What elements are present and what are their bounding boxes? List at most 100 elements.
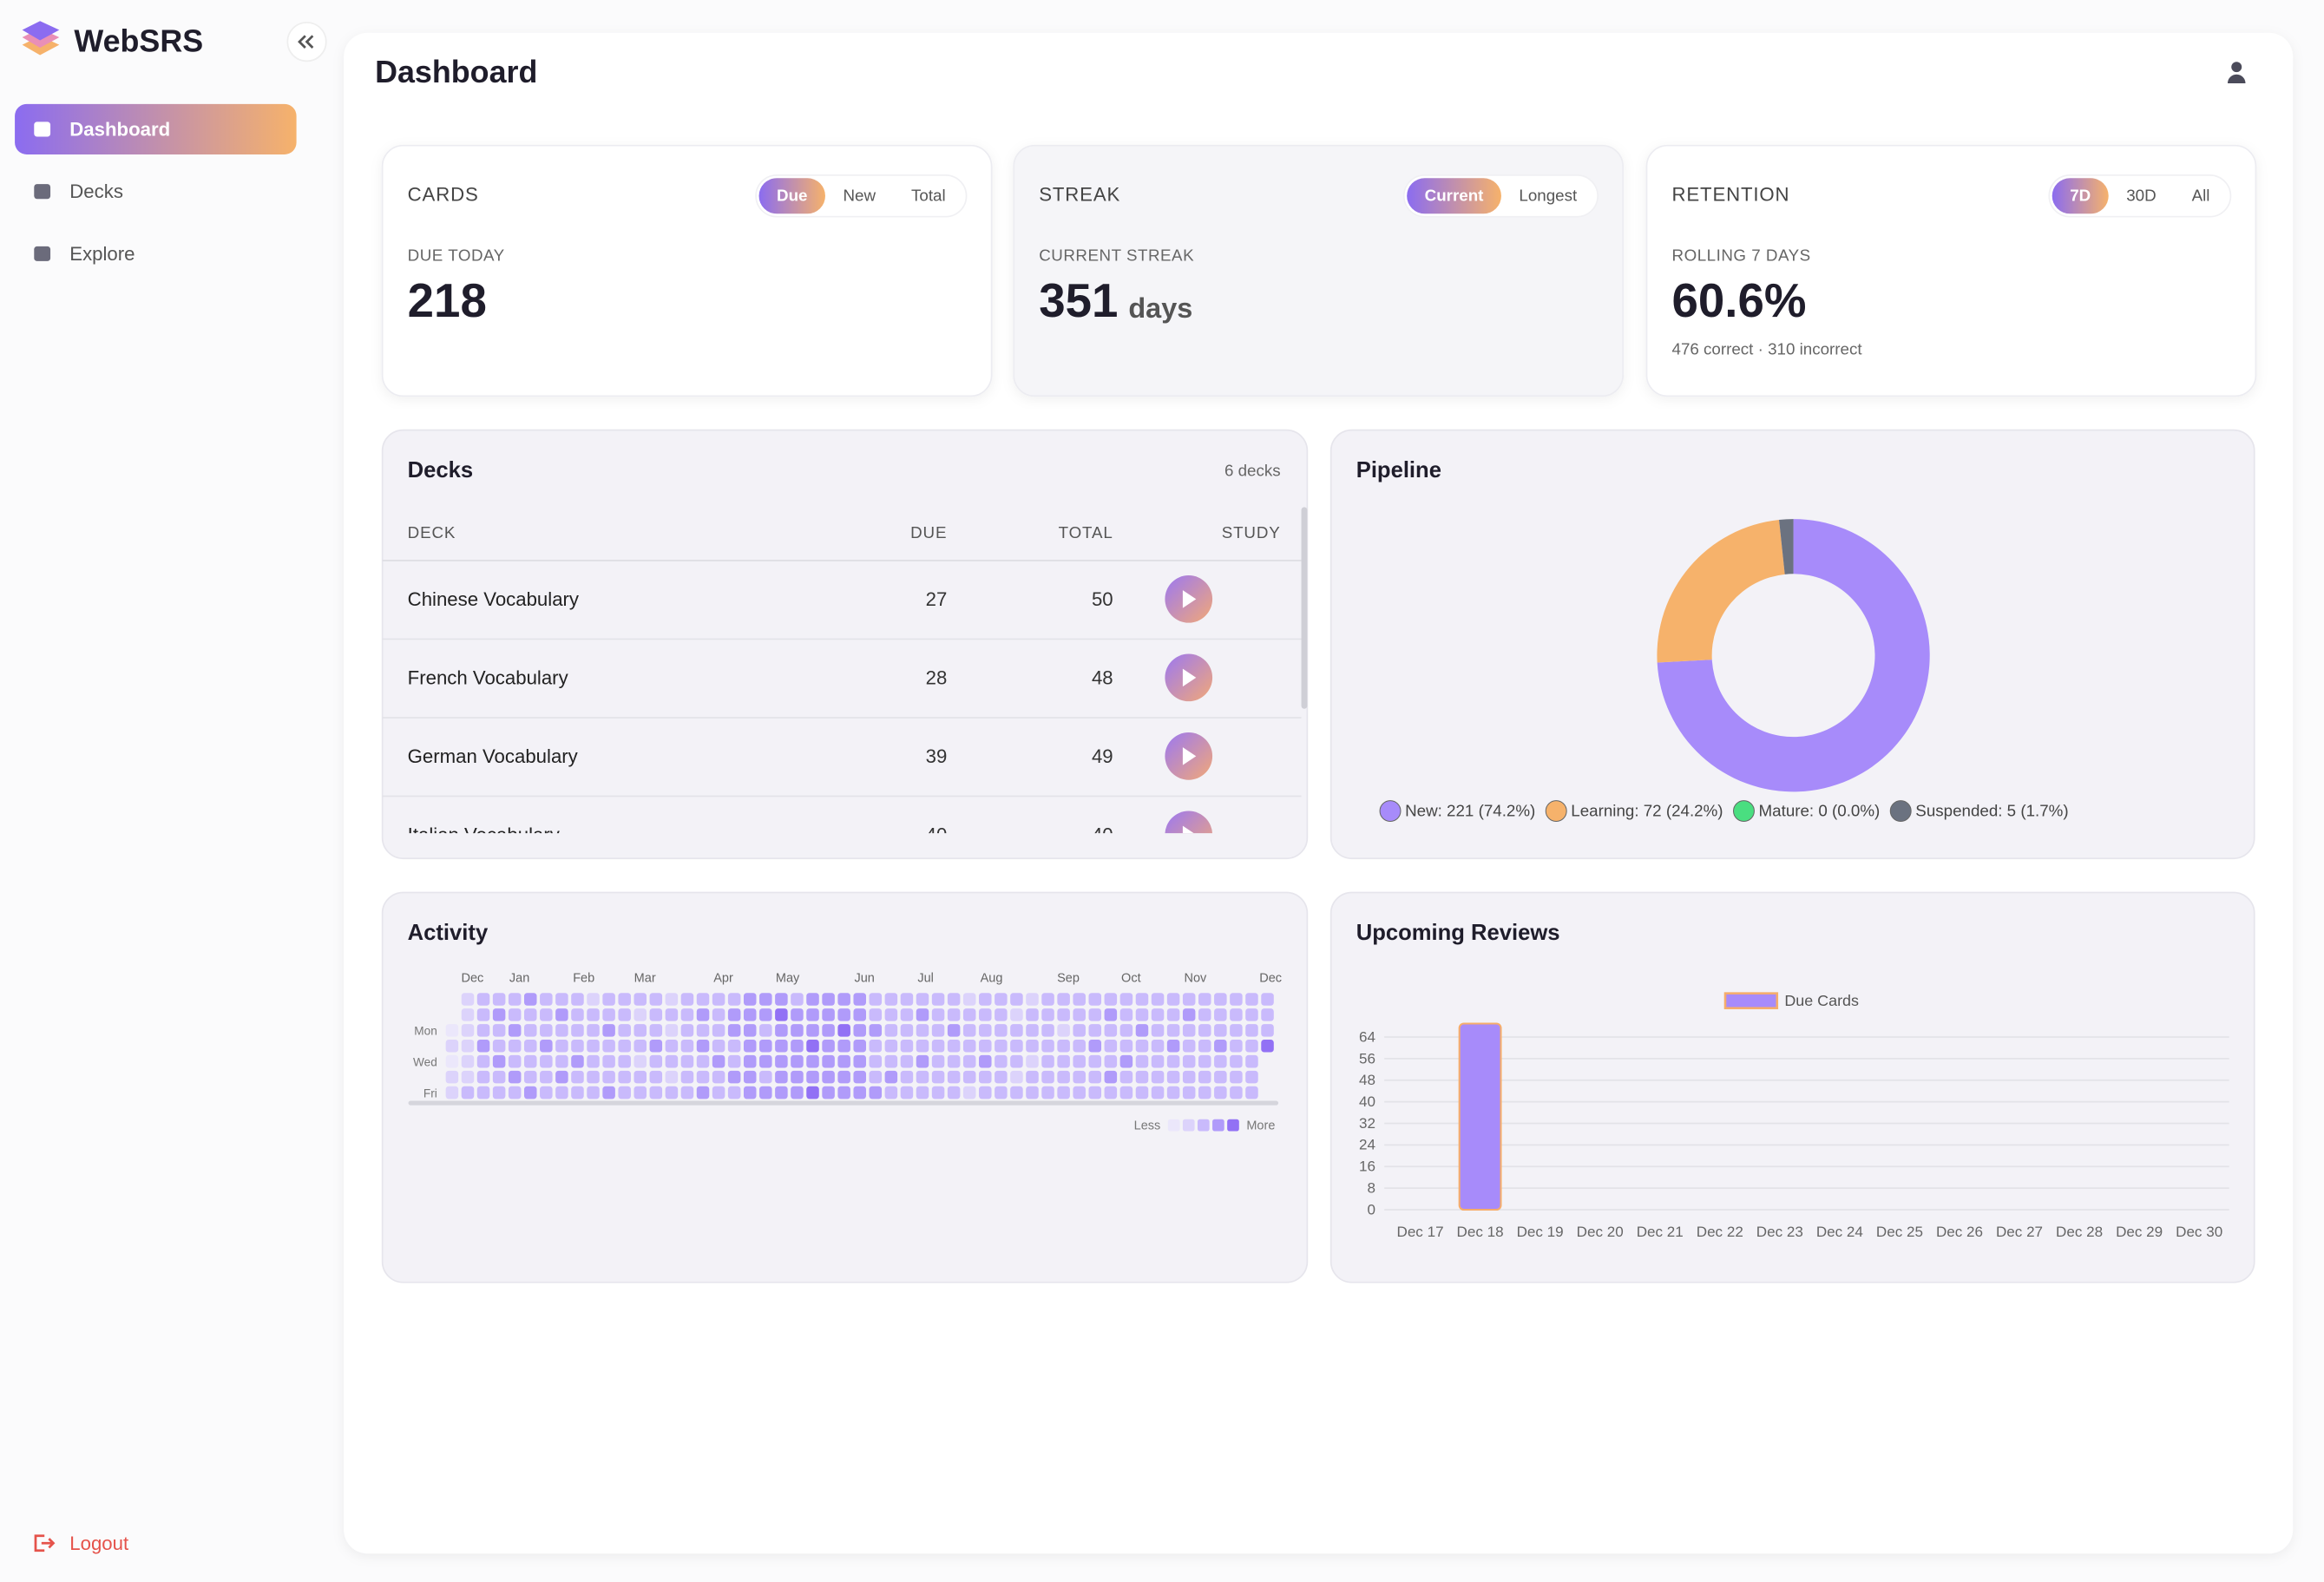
- heatmap-cell: [1151, 1024, 1165, 1037]
- heatmap-cell: [618, 1054, 631, 1068]
- heatmap-cell: [571, 993, 584, 1006]
- heatmap-cell: [587, 993, 600, 1006]
- tab[interactable]: Due: [777, 187, 807, 205]
- heatmap-cell: [1057, 1024, 1070, 1037]
- heatmap-cell: [555, 1054, 568, 1068]
- panel: Decks 6 decks DECK DUE TOTAL STUDY Chinese Voc…: [381, 429, 1309, 860]
- heatmap-cell: [775, 1086, 788, 1100]
- legend-item[interactable]: Mature: 0 (0.0%): [1732, 800, 1881, 823]
- table-row: Italian Vocabulary 40 40: [408, 811, 1213, 859]
- legend-label: Learning: 72 (24.2%): [1571, 801, 1723, 819]
- heatmap-cell: [524, 1086, 537, 1100]
- heatmap-cell: [884, 1024, 898, 1037]
- legend-item[interactable]: Suspended: 5 (1.7%): [1889, 800, 2069, 823]
- tab[interactable]: Current: [1425, 187, 1485, 205]
- logout-link[interactable]: Logout: [69, 1533, 128, 1554]
- heatmap-cell: [618, 1024, 631, 1037]
- heatmap-cell: [916, 1008, 929, 1021]
- heatmap-cell: [1088, 1086, 1102, 1100]
- heatmap-cell: [775, 1024, 788, 1037]
- legend-swatch: [1167, 1119, 1180, 1132]
- heatmap-cell: [1214, 1040, 1227, 1053]
- heatmap-cell: [1010, 1040, 1023, 1053]
- heatmap-cell: [1135, 1040, 1149, 1053]
- logo-layer: [22, 21, 60, 41]
- heatmap-cell: [979, 1040, 992, 1053]
- nav-icon: [34, 121, 51, 137]
- heatmap-cell: [1261, 1024, 1274, 1037]
- x-tick-label: Dec 26: [1936, 1224, 1983, 1240]
- legend-label: New: 221 (74.2%): [1405, 801, 1535, 819]
- tab[interactable]: 7D: [2070, 187, 2091, 205]
- heatmap-cell: [947, 1070, 961, 1084]
- heatmap-cell: [476, 1086, 490, 1100]
- x-tick-label: Dec 18: [1457, 1224, 1504, 1240]
- heatmap-cell: [712, 993, 725, 1006]
- heatmap-cell: [853, 1024, 866, 1037]
- legend-item[interactable]: Learning: 72 (24.2%): [1545, 800, 1723, 823]
- tab[interactable]: 30D: [2126, 187, 2156, 205]
- stat-title: RETENTION: [1672, 184, 1790, 206]
- nav-label[interactable]: Explore: [69, 243, 135, 265]
- heatmap-cell: [602, 1040, 615, 1053]
- heatmap-cell: [649, 1008, 663, 1021]
- user-icon-head[interactable]: [2231, 62, 2242, 73]
- heatmap-cell: [931, 1070, 945, 1084]
- nav-label[interactable]: Decks: [69, 181, 123, 202]
- heatmap-cell: [1088, 1008, 1102, 1021]
- heatmap-cell: [1010, 993, 1023, 1006]
- heatmap-cell: [962, 1054, 976, 1068]
- heatmap-cell: [1026, 1024, 1039, 1037]
- heatmap-cell: [634, 993, 647, 1006]
- heatmap-cell: [571, 1086, 584, 1100]
- legend-item[interactable]: Due Cards: [1723, 992, 1859, 1009]
- deck-name: German Vocabulary: [408, 745, 579, 767]
- stat-title: STREAK: [1039, 184, 1120, 206]
- heatmap-cell: [869, 1024, 883, 1037]
- heatmap-cell: [900, 1054, 914, 1068]
- panel-bg: [1329, 891, 2255, 1283]
- legend-swatch: [1182, 1119, 1195, 1132]
- heatmap-cell: [727, 1024, 741, 1037]
- heatmap-cell: [461, 993, 475, 1006]
- heatmap-cell: [853, 993, 866, 1006]
- heatmap-cell: [571, 1040, 584, 1053]
- heatmap-cell: [649, 1070, 663, 1084]
- study-button[interactable]: [1165, 811, 1213, 859]
- nav-item[interactable]: Dashboard: [15, 103, 297, 154]
- y-tick-label: 16: [1359, 1159, 1375, 1175]
- legend-swatch: [1212, 1119, 1224, 1132]
- tab[interactable]: Longest: [1519, 187, 1578, 205]
- heatmap-cell: [540, 1040, 553, 1053]
- heatmap-cell: [1073, 1086, 1086, 1100]
- x-tick-label: Dec 28: [2056, 1224, 2103, 1240]
- tab[interactable]: All: [2192, 187, 2210, 205]
- heatmap-cell: [1182, 1054, 1196, 1068]
- tab[interactable]: New: [843, 187, 876, 205]
- heatmap-cell: [445, 1024, 459, 1037]
- heatmap-cell: [445, 1086, 459, 1100]
- heatmap-cell: [837, 1070, 850, 1084]
- nav-item[interactable]: Explore: [34, 243, 135, 265]
- heatmap-cell: [1119, 1070, 1133, 1084]
- heatmap-cell: [1041, 1054, 1054, 1068]
- heatmap-cell: [492, 1070, 506, 1084]
- heatmap-cell: [1057, 1040, 1070, 1053]
- heatmap-grid: Dec Jan Feb Mar Apr May Jun Jul Aug Sep Oct Nov Dec: [445, 971, 1282, 1100]
- heatmap-cell: [524, 993, 537, 1006]
- nav-label[interactable]: Dashboard: [69, 118, 170, 140]
- heatmap-cell: [524, 1008, 537, 1021]
- heatmap-cell: [461, 1070, 475, 1084]
- heatmap-cell: [555, 1008, 568, 1021]
- heatmap-cell: [1010, 1024, 1023, 1037]
- nav-item[interactable]: Decks: [34, 181, 123, 202]
- heatmap-cell: [853, 1086, 866, 1100]
- legend-swatch: [1197, 1119, 1210, 1132]
- heatmap-cell: [884, 993, 898, 1006]
- tab[interactable]: Total: [911, 187, 946, 205]
- heatmap-cell: [995, 1024, 1008, 1037]
- legend-item[interactable]: New: 221 (74.2%): [1379, 800, 1535, 823]
- heatmap-cell: [1182, 1086, 1196, 1100]
- heatmap-cell: [680, 1024, 694, 1037]
- heatmap-cell: [712, 1024, 725, 1037]
